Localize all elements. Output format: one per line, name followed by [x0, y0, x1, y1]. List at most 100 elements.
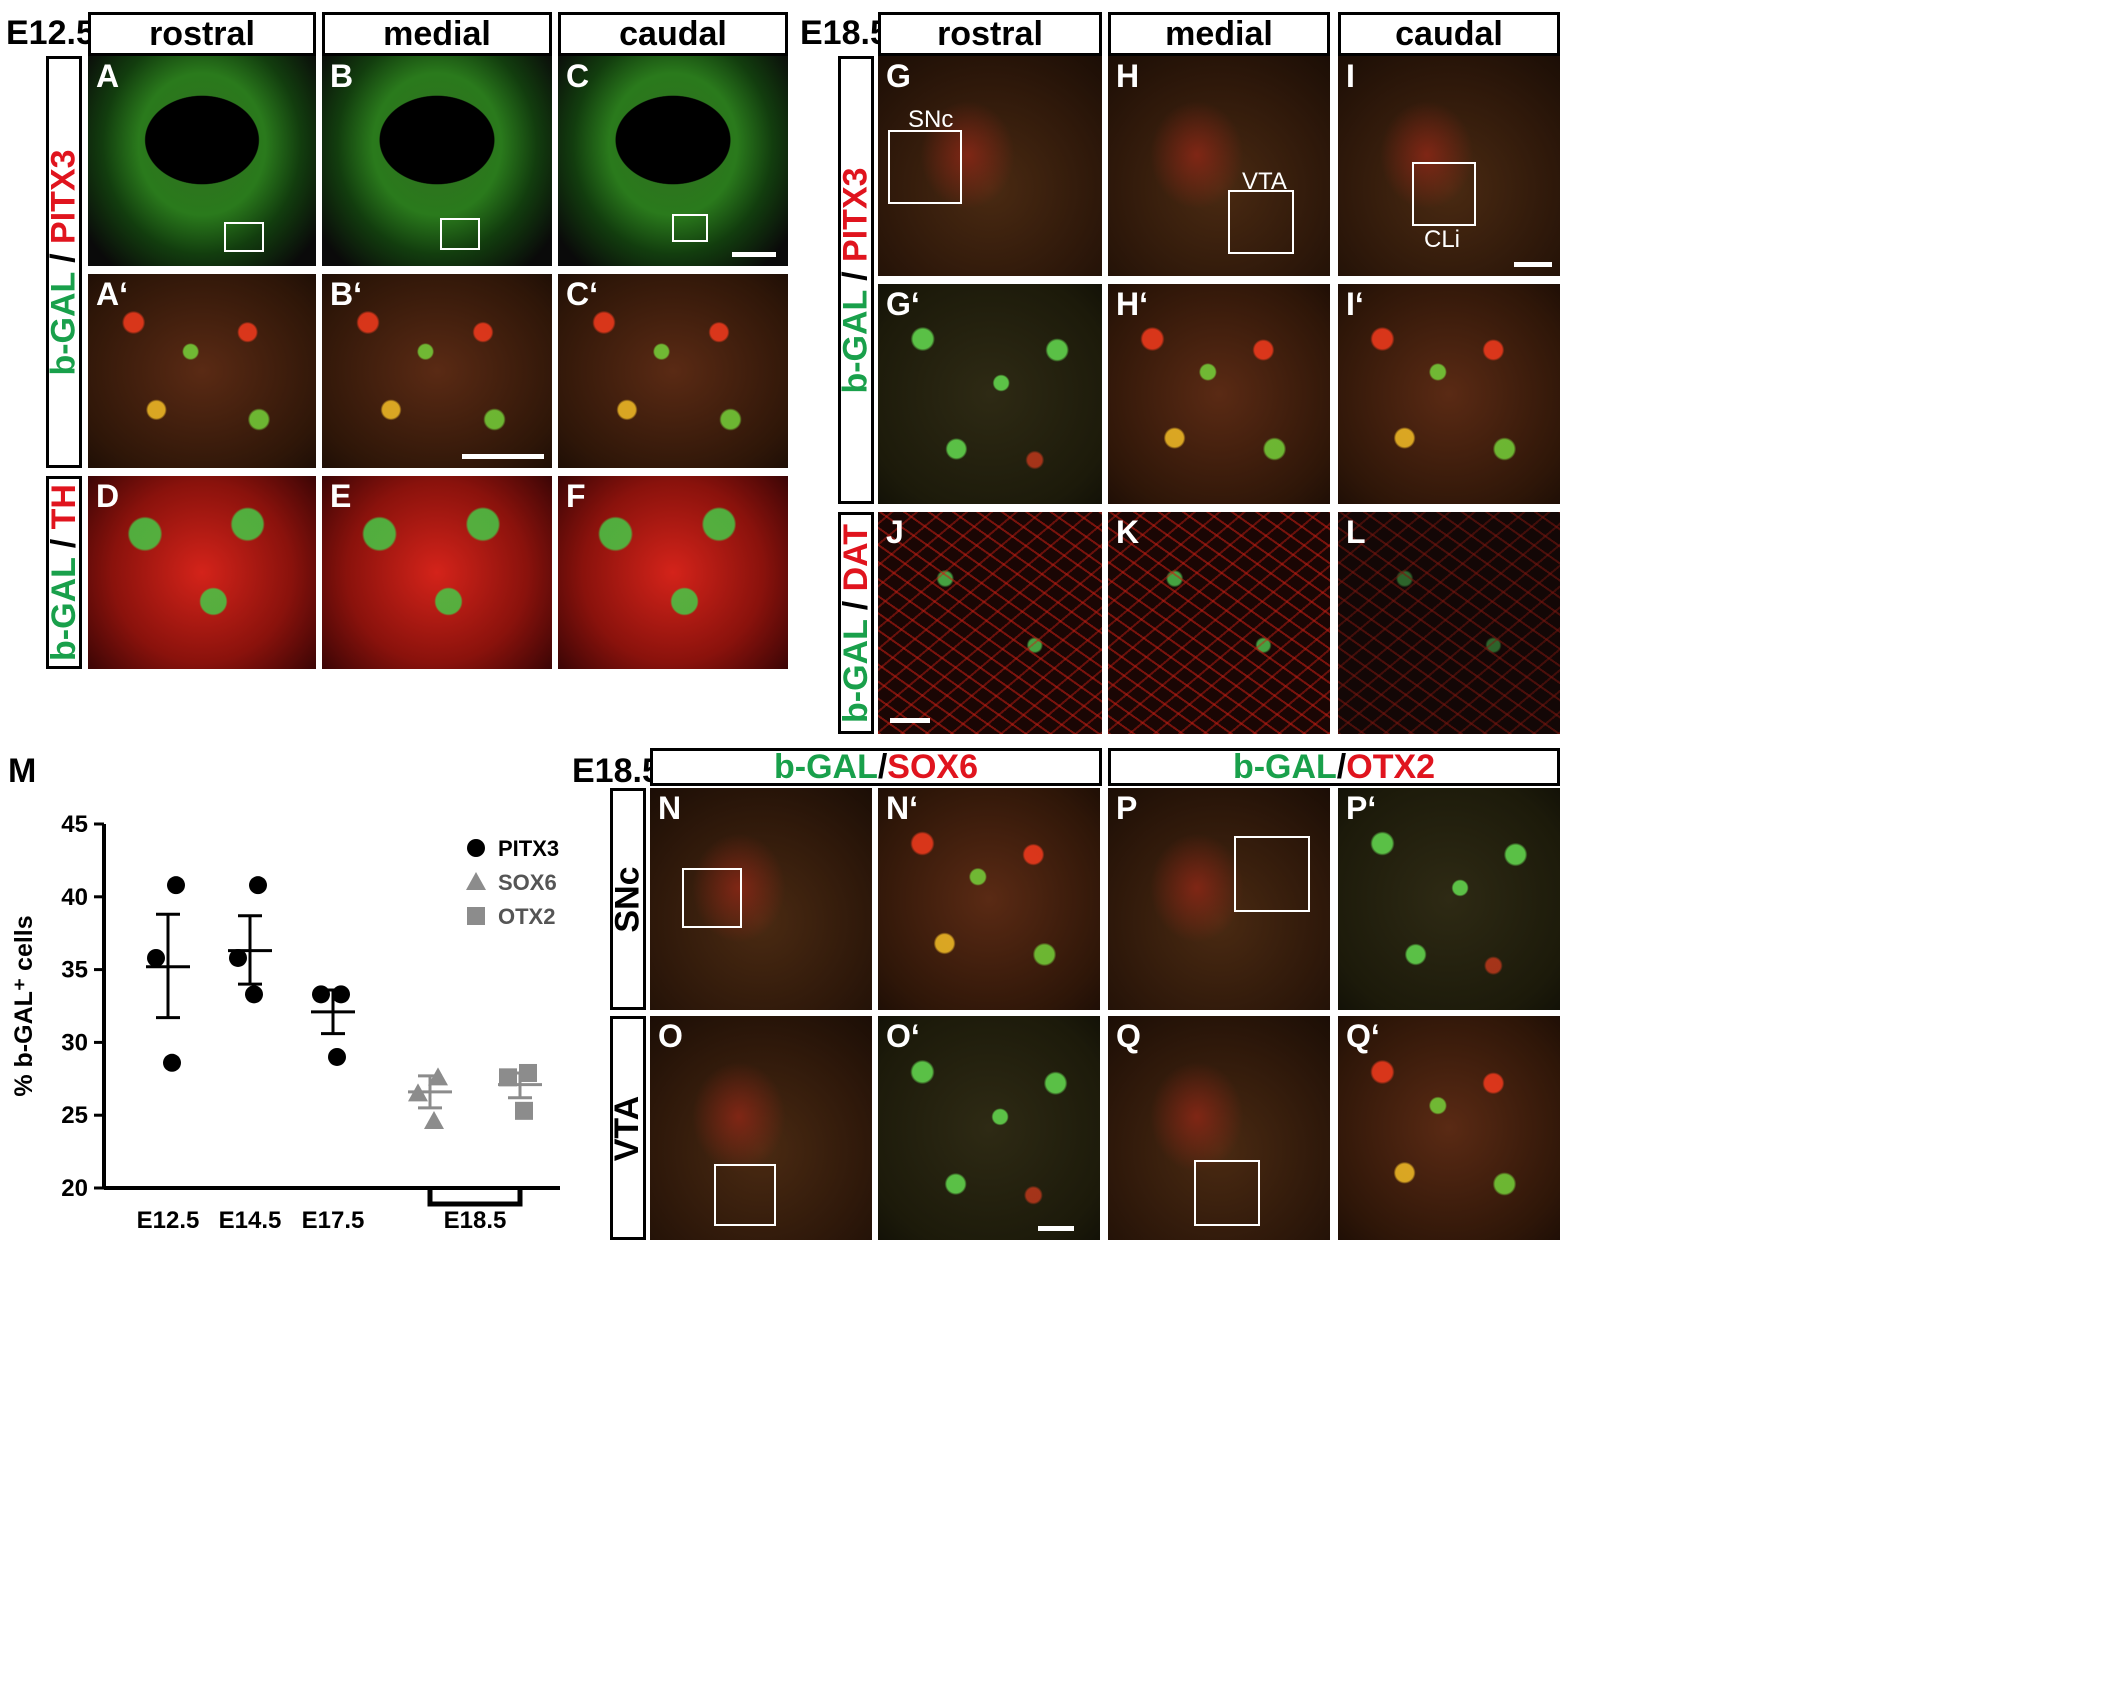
- right-row-label-dat: b-GAL / DAT: [836, 512, 875, 734]
- y-tick-label: 30: [61, 1029, 88, 1056]
- data-point-pitx3: [467, 839, 485, 857]
- annotation-snc: SNc: [908, 106, 954, 133]
- e18-5-bracket: [427, 1190, 523, 1207]
- data-point-pitx3: [245, 985, 263, 1004]
- right-column-header-caudal: caudal: [1338, 12, 1560, 56]
- left-stage-label: E12.5: [6, 14, 95, 52]
- group-header-sox6-part: /: [877, 747, 888, 786]
- panel-c-prime: C‘: [558, 274, 788, 468]
- right-column-header-medial: medial: [1108, 12, 1330, 56]
- x-tick-label: E14.5: [219, 1207, 282, 1234]
- right-row-label-dat-part: /: [836, 590, 875, 620]
- right-row-label-pitx3-part: b-GAL: [836, 289, 875, 394]
- data-point-otx2: [515, 1101, 533, 1120]
- panel-k: K: [1108, 512, 1330, 734]
- inset-box-g: [888, 130, 962, 204]
- left-column-header-medial: medial: [322, 12, 552, 56]
- panel-q-prime: Q‘: [1338, 1016, 1560, 1240]
- legend-label-otx2: OTX2: [498, 904, 555, 929]
- row-label-vta: VTA: [609, 1016, 647, 1240]
- right-row-label-dat-part: DAT: [836, 523, 875, 591]
- right-stage-label: E18.5: [800, 14, 889, 52]
- y-tick-label: 20: [61, 1175, 88, 1202]
- scale-bar-b-prime: [462, 454, 544, 459]
- data-point-sox6: [466, 872, 486, 890]
- data-point-pitx3: [328, 1047, 346, 1066]
- panel-b: B: [322, 56, 552, 266]
- group-header-otx2-part: b-GAL: [1232, 747, 1337, 786]
- y-tick-label: 35: [61, 957, 88, 984]
- inset-box-i: [1412, 162, 1476, 226]
- scale-bar-c: [732, 252, 776, 257]
- group-header-sox6: b-GAL / SOX6: [650, 748, 1102, 786]
- x-tick-label: E12.5: [137, 1207, 200, 1234]
- data-point-pitx3: [163, 1053, 181, 1072]
- data-point-pitx3: [249, 876, 267, 895]
- panel-b-prime: B‘: [322, 274, 552, 468]
- inset-box-o: [714, 1164, 776, 1226]
- panel-d: D: [88, 476, 316, 669]
- left-column-header-caudal: caudal: [558, 12, 788, 56]
- inset-box-n: [682, 868, 742, 928]
- scatter-chart: 20 25 30 35 40 45 % b-GAL⁺ cells E12.5 E14.5 E17.…: [10, 811, 560, 1234]
- right-row-label-pitx3-part: /: [836, 261, 875, 290]
- panel-g-prime: G‘: [878, 284, 1102, 504]
- panel-f: F: [558, 476, 788, 669]
- panel-n: N: [650, 788, 872, 1010]
- panel-h: H VTA: [1108, 56, 1330, 276]
- right-row-label-dat-part: b-GAL: [836, 619, 875, 723]
- inset-box-a: [224, 222, 264, 252]
- inset-box-p: [1234, 836, 1310, 912]
- data-point-pitx3: [229, 948, 247, 967]
- group-header-otx2-part: OTX2: [1346, 747, 1436, 786]
- panel-c: C: [558, 56, 788, 266]
- group-header-otx2: b-GAL / OTX2: [1108, 748, 1560, 786]
- inset-box-b: [440, 218, 480, 250]
- scale-bar-j: [890, 718, 930, 723]
- inset-box-c: [672, 214, 708, 242]
- panel-n-prime: N‘: [878, 788, 1100, 1010]
- legend-label-pitx3: PITX3: [498, 836, 559, 861]
- panel-a-prime: A‘: [88, 274, 316, 468]
- inset-box-q: [1194, 1160, 1260, 1226]
- y-tick-label: 40: [61, 884, 88, 911]
- left-row-label-pitx3-part: PITX3: [44, 148, 83, 244]
- panel-o-prime: O‘: [878, 1016, 1100, 1240]
- panel-o: O: [650, 1016, 872, 1240]
- data-point-pitx3: [167, 876, 185, 895]
- data-point-otx2: [467, 907, 485, 925]
- y-tick-label: 25: [61, 1102, 88, 1129]
- x-tick-label: E18.5: [444, 1207, 507, 1234]
- left-row-label-th-part: /: [44, 529, 83, 558]
- right-column-header-rostral: rostral: [878, 12, 1102, 56]
- left-row-label-pitx3: b-GAL / PITX3: [44, 56, 83, 468]
- right-row-label-pitx3: b-GAL / PITX3: [836, 56, 875, 504]
- panel-p: P: [1108, 788, 1330, 1010]
- row-label-snc: SNc: [609, 788, 647, 1010]
- data-point-pitx3: [147, 948, 165, 967]
- annotation-cli: CLi: [1424, 226, 1461, 253]
- left-row-label-th-part: TH: [44, 484, 83, 530]
- inset-box-h: [1228, 190, 1294, 254]
- left-row-label-th: b-GAL / TH: [44, 476, 83, 669]
- panel-h-prime: H‘: [1108, 284, 1330, 504]
- bottom-stage-label: E18.5: [572, 752, 661, 790]
- scale-bar-i: [1514, 262, 1552, 267]
- panel-a: A: [88, 56, 316, 266]
- right-row-label-pitx3-part: PITX3: [836, 166, 875, 262]
- panel-i-prime: I‘: [1338, 284, 1560, 504]
- data-point-pitx3: [332, 985, 350, 1004]
- left-row-label-pitx3-part: b-GAL: [44, 271, 83, 376]
- left-row-label-pitx3-part: /: [44, 243, 83, 272]
- panel-g: G SNc: [878, 56, 1102, 276]
- x-tick-label: E17.5: [302, 1207, 365, 1234]
- group-header-sox6-part: SOX6: [887, 747, 979, 786]
- panel-i: I CLi: [1338, 56, 1560, 276]
- y-tick-label: 45: [61, 811, 88, 838]
- panel-j: J: [878, 512, 1102, 734]
- group-header-sox6-part: b-GAL: [773, 747, 878, 786]
- legend-label-sox6: SOX6: [498, 870, 557, 895]
- group-header-otx2-part: /: [1336, 747, 1347, 786]
- panel-l: L: [1338, 512, 1560, 734]
- left-row-label-th-part: b-GAL: [44, 557, 83, 661]
